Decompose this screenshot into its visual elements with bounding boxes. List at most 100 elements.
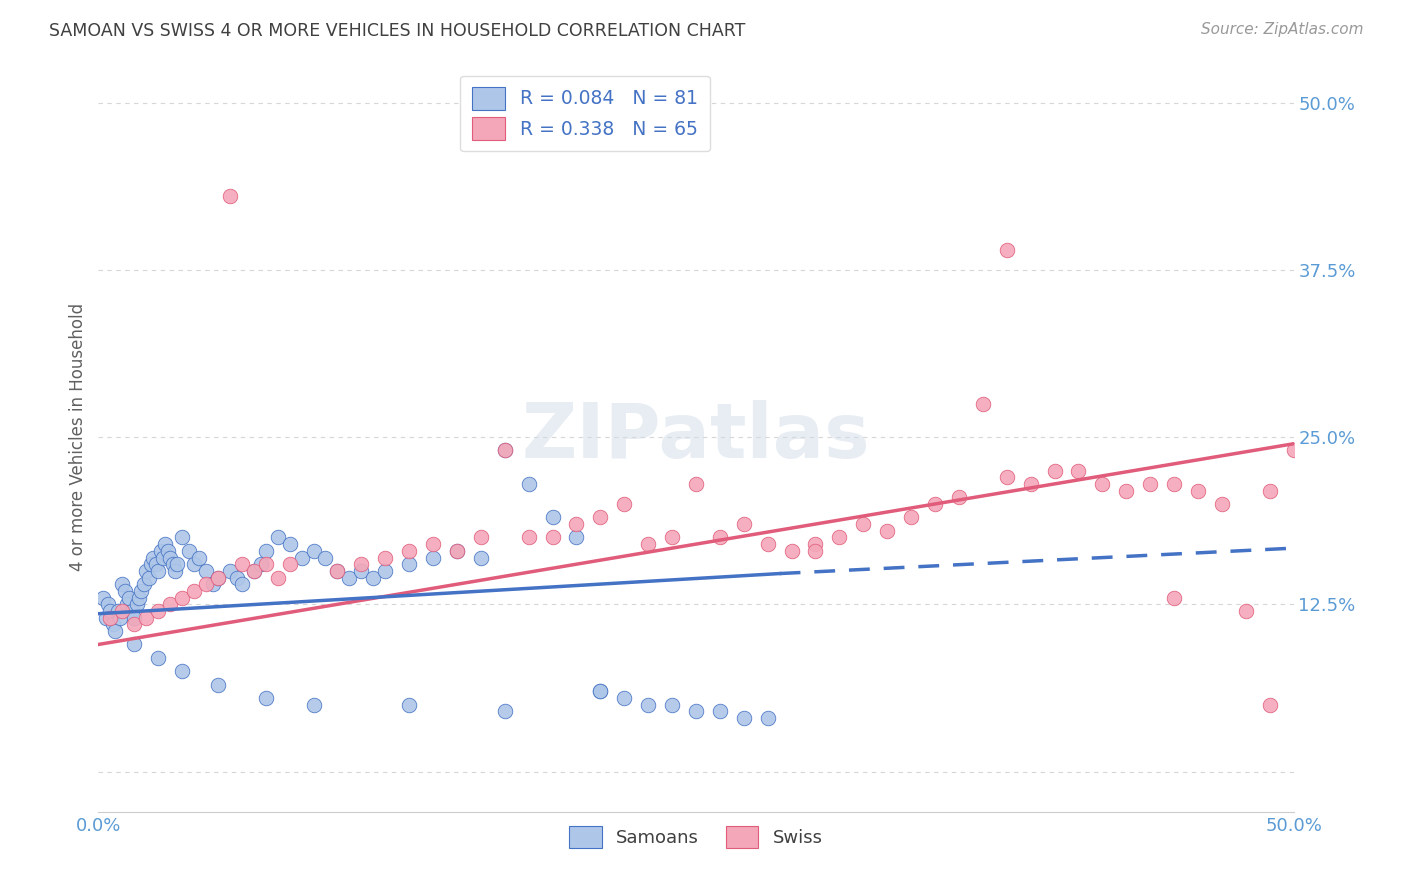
Point (243, 564, 266, 578)
Point (326, 564, 349, 578)
Point (1211, 497, 1233, 511)
Point (1282, 443, 1305, 458)
Point (374, 564, 396, 578)
Point (1163, 476, 1185, 491)
Legend: Samoans, Swiss: Samoans, Swiss (562, 819, 830, 855)
Point (1115, 483, 1137, 498)
Point (852, 517, 875, 532)
Point (398, 557, 420, 572)
Point (733, 711, 755, 725)
Point (94, 611, 117, 625)
Point (179, 543, 201, 558)
Point (363, 571, 385, 585)
Y-axis label: 4 or more Vehicles in Household: 4 or more Vehicles in Household (69, 303, 87, 571)
Point (149, 543, 172, 558)
Point (207, 678, 229, 692)
Point (756, 711, 779, 725)
Point (226, 571, 249, 585)
Point (350, 557, 373, 572)
Point (924, 497, 946, 511)
Text: Source: ZipAtlas.com: Source: ZipAtlas.com (1201, 22, 1364, 37)
Point (446, 543, 468, 558)
Point (613, 690, 636, 705)
Point (202, 577, 225, 591)
Point (195, 564, 218, 578)
Point (315, 550, 337, 565)
Point (128, 591, 150, 605)
Point (172, 664, 194, 679)
Point (124, 617, 146, 632)
Point (995, 470, 1018, 484)
Point (114, 583, 136, 598)
Point (254, 543, 277, 558)
Point (1091, 476, 1114, 491)
Point (278, 537, 301, 551)
Point (494, 443, 516, 458)
Point (398, 543, 420, 558)
Point (254, 557, 277, 572)
Point (302, 698, 325, 712)
Point (900, 510, 922, 524)
Point (98, 604, 122, 618)
Point (132, 577, 155, 591)
Point (589, 684, 612, 698)
Point (470, 550, 492, 565)
Point (948, 491, 970, 505)
Point (135, 611, 157, 625)
Point (541, 510, 564, 524)
Point (1258, 483, 1281, 498)
Point (97, 598, 120, 612)
Point (1258, 698, 1281, 712)
Point (589, 510, 612, 524)
Point (756, 537, 779, 551)
Point (291, 550, 314, 565)
Point (876, 524, 898, 538)
Point (1043, 464, 1066, 478)
Point (155, 537, 177, 551)
Point (183, 557, 205, 572)
Point (121, 604, 143, 618)
Point (124, 611, 146, 625)
Point (1163, 591, 1185, 605)
Point (152, 550, 174, 565)
Point (302, 543, 325, 558)
Point (267, 571, 290, 585)
Point (111, 577, 134, 591)
Point (422, 550, 444, 565)
Point (131, 583, 153, 598)
Point (159, 550, 181, 565)
Point (172, 530, 194, 544)
Point (159, 598, 181, 612)
Text: SAMOAN VS SWISS 4 OR MORE VEHICLES IN HOUSEHOLD CORRELATION CHART: SAMOAN VS SWISS 4 OR MORE VEHICLES IN HO… (49, 22, 745, 40)
Point (470, 530, 492, 544)
Point (243, 564, 266, 578)
Point (254, 690, 277, 705)
Point (637, 537, 659, 551)
Point (494, 443, 516, 458)
Point (125, 598, 148, 612)
Point (446, 543, 468, 558)
Point (1067, 464, 1090, 478)
Point (517, 476, 540, 491)
Point (108, 611, 131, 625)
Point (195, 577, 218, 591)
Point (111, 604, 134, 618)
Point (138, 571, 160, 585)
Point (613, 497, 636, 511)
Point (207, 571, 229, 585)
Point (98, 611, 122, 625)
Text: ZIPatlas: ZIPatlas (522, 401, 870, 474)
Point (142, 550, 165, 565)
Point (350, 564, 373, 578)
Point (804, 543, 827, 558)
Point (804, 537, 827, 551)
Point (589, 684, 612, 698)
Point (135, 564, 157, 578)
Point (733, 517, 755, 532)
Point (685, 705, 707, 719)
Point (104, 624, 127, 639)
Point (231, 557, 253, 572)
Point (326, 564, 349, 578)
Point (780, 543, 803, 558)
Point (162, 557, 184, 572)
